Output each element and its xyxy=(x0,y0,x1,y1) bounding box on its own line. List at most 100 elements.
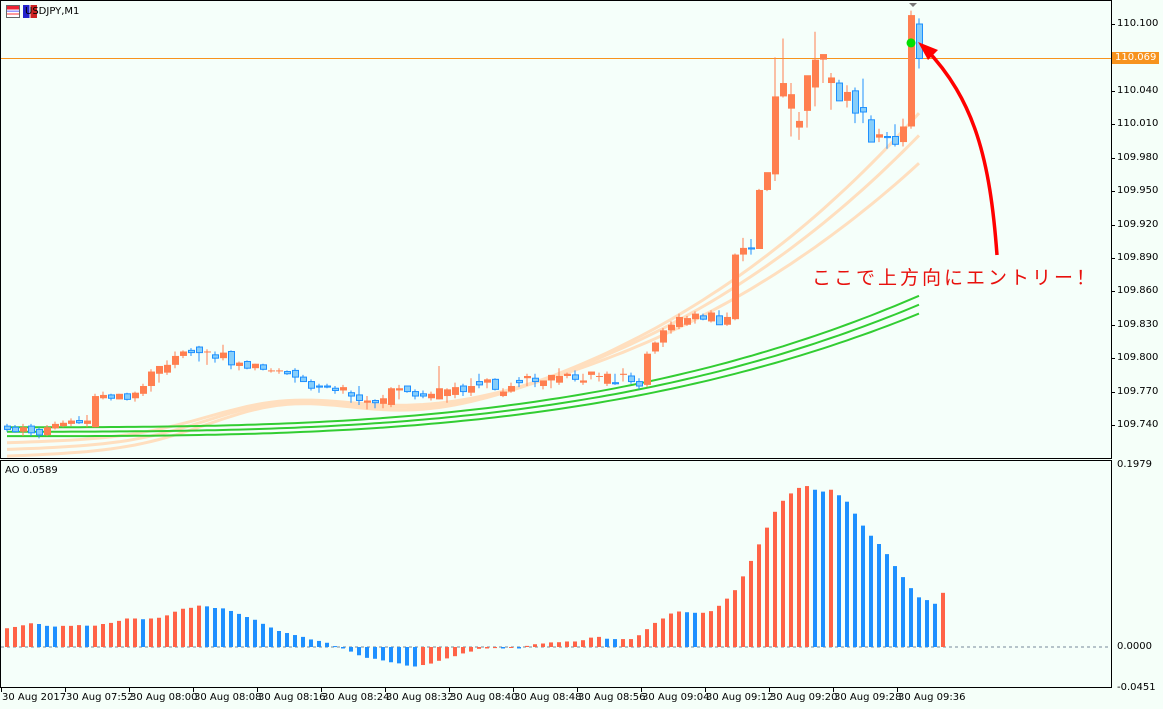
ao-bar xyxy=(557,642,561,647)
candle-bear xyxy=(532,377,539,383)
price-axis-tick xyxy=(1111,324,1115,326)
candle-bear xyxy=(212,354,219,359)
ao-bar xyxy=(365,647,369,658)
candle-bull xyxy=(844,91,851,101)
ao-bar xyxy=(285,633,289,647)
candle-bull xyxy=(756,189,763,250)
ao-bar xyxy=(701,612,705,647)
candle-bull xyxy=(588,371,595,375)
candle-bull xyxy=(180,351,187,356)
time-axis-tick xyxy=(257,688,258,692)
candle-bear xyxy=(892,136,899,145)
price-axis-tick xyxy=(1111,124,1115,126)
ao-bar xyxy=(605,638,609,647)
candle-bear xyxy=(292,369,299,378)
chart-toolbar-icons xyxy=(6,5,37,18)
candle-bear xyxy=(868,119,875,143)
candle-bear xyxy=(716,315,723,326)
price-axis-tick xyxy=(1111,224,1115,226)
ao-bar xyxy=(613,639,617,647)
candle-bull xyxy=(268,370,275,372)
candle-bull xyxy=(484,379,491,383)
ao-bar xyxy=(717,605,721,647)
candle-bull xyxy=(788,94,795,109)
ao-bar xyxy=(413,647,417,667)
candle-bear xyxy=(324,385,331,388)
ao-bar xyxy=(261,623,265,647)
ao-bar xyxy=(861,525,865,647)
candle-bull xyxy=(692,313,699,320)
ao-bar xyxy=(629,639,633,647)
candle-bear xyxy=(356,394,363,401)
candle-bear xyxy=(28,425,35,434)
ao-bar xyxy=(677,611,681,647)
ao-bar xyxy=(501,647,505,649)
ao-bar xyxy=(693,612,697,647)
candle-bull xyxy=(732,254,739,320)
ao-bar xyxy=(221,608,225,647)
ao-bar xyxy=(301,636,305,647)
time-axis-label: 30 Aug 08:32 xyxy=(386,692,454,703)
ao-bar xyxy=(597,636,601,647)
candle-bull xyxy=(220,352,227,359)
candle-bull xyxy=(172,355,179,365)
ao-bar xyxy=(685,612,689,647)
candle-bull xyxy=(116,393,123,400)
price-axis-label: 109.830 xyxy=(1117,318,1159,330)
candle-bull xyxy=(524,375,531,379)
price-axis-tick xyxy=(1111,24,1115,25)
ao-bar xyxy=(237,613,241,647)
ao-bar xyxy=(269,627,273,647)
price-axis-label: 109.980 xyxy=(1117,151,1159,163)
ao-bar xyxy=(333,646,337,648)
candle-bear xyxy=(860,107,867,113)
ao-bar xyxy=(397,647,401,664)
shift-marker-icon xyxy=(909,3,917,7)
ao-bar xyxy=(469,647,473,652)
ao-bar xyxy=(581,640,585,647)
ao-indicator-pane[interactable]: AO 0.0589 xyxy=(0,460,1112,688)
ao-bar xyxy=(189,607,193,647)
candle-bull xyxy=(876,134,883,138)
current-price-badge: 110.069 xyxy=(1112,52,1160,64)
candle-bull xyxy=(820,54,827,60)
candle-bull xyxy=(444,389,451,397)
price-axis-tick xyxy=(1111,191,1115,193)
ao-bar xyxy=(589,637,593,647)
ao-bar xyxy=(477,647,481,649)
candle-bear xyxy=(124,393,131,400)
price-axis-label: 109.800 xyxy=(1117,352,1159,364)
ao-bar xyxy=(29,623,33,647)
time-axis-tick xyxy=(769,688,770,692)
ao-bar xyxy=(405,647,409,666)
ao-bar xyxy=(21,625,25,647)
time-axis-label: 30 Aug 07:52 xyxy=(66,692,134,703)
ao-bar xyxy=(453,647,457,657)
candle-bull xyxy=(396,388,403,391)
ao-bar xyxy=(277,630,281,647)
candle-bear xyxy=(244,361,251,369)
candle-bear xyxy=(308,381,315,389)
ao-indicator-label: AO 0.0589 xyxy=(5,465,58,476)
time-axis-label: 30 Aug 08:40 xyxy=(450,692,518,703)
time-axis-tick xyxy=(193,688,194,692)
candle-bull xyxy=(812,59,819,88)
candle-bull xyxy=(20,427,27,432)
price-axis-tick xyxy=(1111,391,1115,393)
ao-bar xyxy=(141,619,145,647)
ao-bar xyxy=(37,624,41,647)
symbol-title: USDJPY,M1 xyxy=(25,6,80,17)
candle-bull xyxy=(452,387,459,395)
candle-bull xyxy=(68,420,75,424)
ao-bar xyxy=(109,622,113,647)
candle-bear xyxy=(852,90,859,114)
ao-bar xyxy=(805,486,809,647)
candle-bull xyxy=(100,394,107,399)
ao-bar xyxy=(429,647,433,664)
candle-bear xyxy=(196,346,203,354)
ao-bar xyxy=(85,625,89,647)
time-axis-label: 30 Aug 09:28 xyxy=(834,692,902,703)
candle-bear xyxy=(76,420,83,424)
candle-bear xyxy=(188,349,195,354)
ao-bar xyxy=(421,647,425,666)
